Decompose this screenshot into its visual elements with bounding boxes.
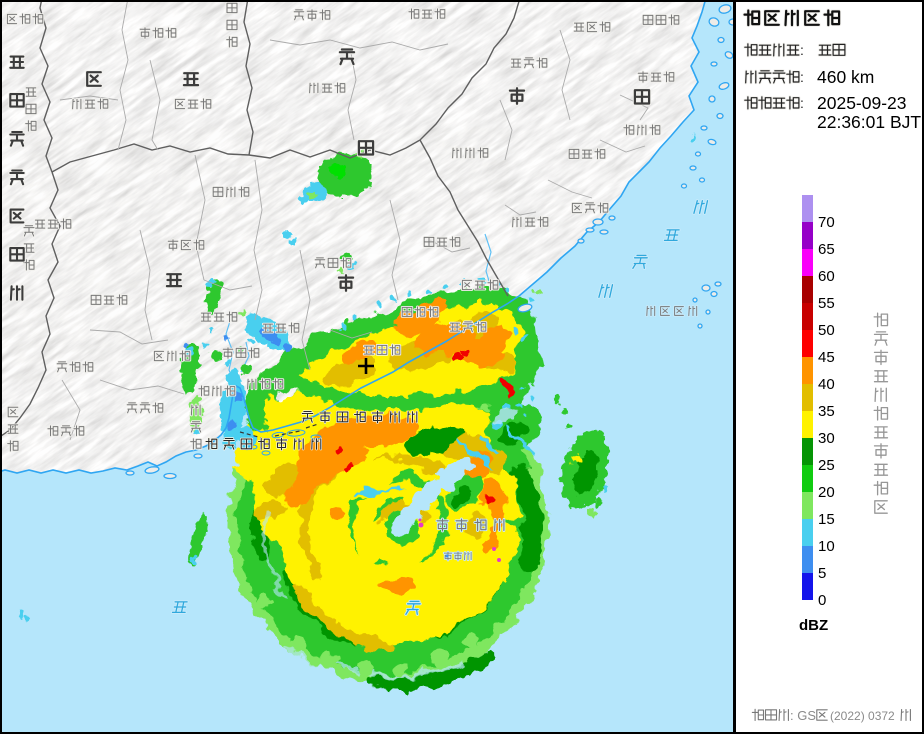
svg-text:(2022) 0372: (2022) 0372 — [830, 709, 895, 723]
svg-text:60: 60 — [818, 268, 835, 285]
svg-text:0: 0 — [818, 592, 826, 609]
svg-text:65: 65 — [818, 241, 835, 258]
svg-text:: GS: : GS — [790, 708, 816, 723]
svg-text:22:36:01 BJT: 22:36:01 BJT — [817, 112, 921, 132]
svg-text:45: 45 — [818, 349, 835, 366]
svg-text:50: 50 — [818, 322, 835, 339]
svg-text:35: 35 — [818, 403, 835, 420]
svg-text:5: 5 — [818, 565, 826, 582]
svg-text::: : — [800, 42, 804, 58]
svg-text::: : — [800, 95, 804, 111]
svg-text:70: 70 — [818, 214, 835, 231]
svg-text:25: 25 — [818, 457, 835, 474]
svg-text:10: 10 — [818, 538, 835, 555]
svg-text:30: 30 — [818, 430, 835, 447]
svg-text:55: 55 — [818, 295, 835, 312]
svg-text::: : — [800, 69, 804, 85]
svg-text:dBZ: dBZ — [799, 617, 828, 634]
svg-text:2025-09-23: 2025-09-23 — [817, 93, 907, 113]
svg-text:460 km: 460 km — [817, 67, 874, 87]
svg-text:15: 15 — [818, 511, 835, 528]
svg-text:20: 20 — [818, 484, 835, 501]
svg-text:40: 40 — [818, 376, 835, 393]
